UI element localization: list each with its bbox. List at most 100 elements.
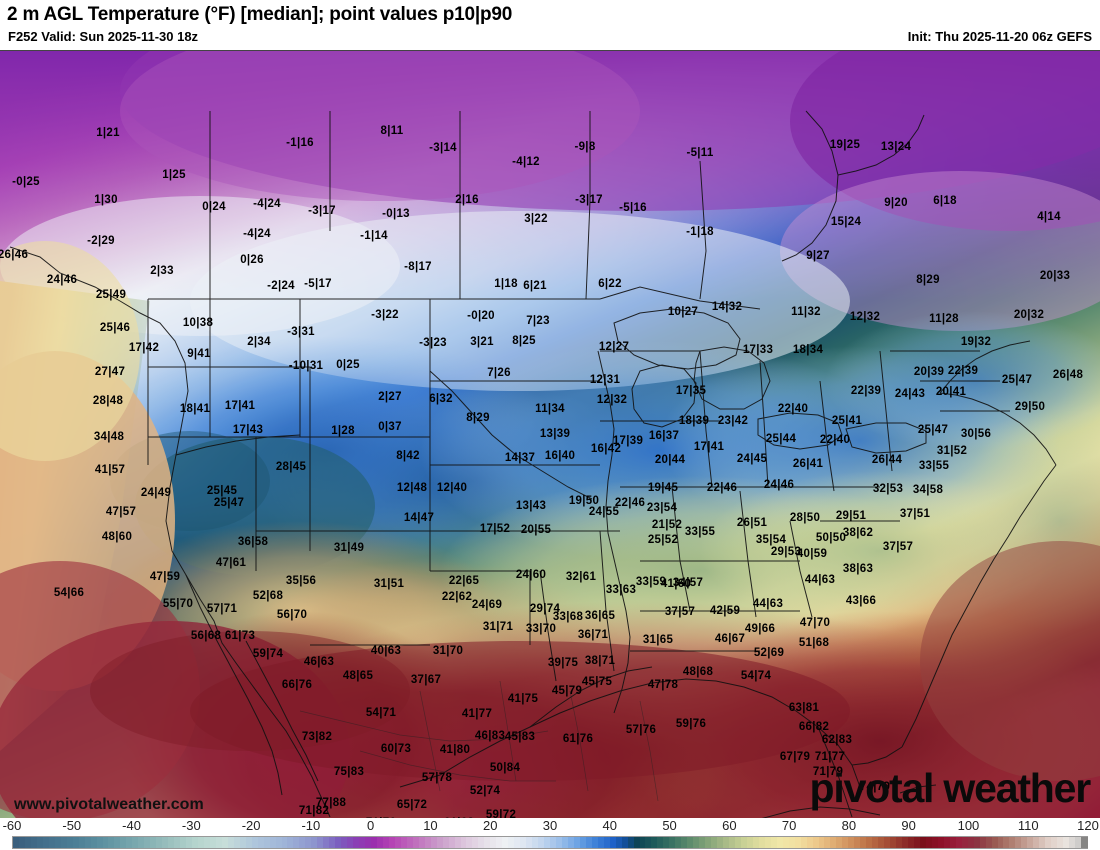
temperature-field	[0, 51, 1100, 818]
colorbar-segment	[1081, 837, 1088, 848]
colorbar-segment	[192, 837, 199, 848]
colorbar-segment	[215, 837, 223, 848]
colorbar-segment	[919, 837, 927, 848]
colorbar-segment	[567, 837, 575, 848]
colorbar-segment	[645, 837, 653, 848]
colorbar-segment	[1015, 837, 1022, 848]
colorbar-segment	[508, 837, 515, 848]
colorbar-segment	[335, 837, 342, 848]
colorbar-segment	[394, 837, 402, 848]
colorbar-segment	[1039, 837, 1046, 848]
colorbar-segment	[1003, 837, 1011, 848]
colorbar-segment	[162, 837, 169, 848]
colorbar-segment	[699, 837, 706, 848]
colorbar-tick: 120	[1077, 818, 1099, 833]
site-url-watermark: www.pivotalweather.com	[14, 796, 204, 813]
colorbar-segment	[997, 837, 1005, 848]
colorbar-segment	[466, 837, 474, 848]
colorbar-segment	[120, 837, 127, 848]
colorbar-segment	[734, 837, 742, 848]
brand-watermark: pivotal weather	[809, 765, 1092, 811]
colorbar-segment	[782, 837, 790, 848]
colorbar-tick: 60	[722, 818, 737, 833]
colorbar-segment	[627, 837, 635, 848]
colorbar-segment	[770, 837, 778, 848]
colorbar-segment	[138, 837, 145, 848]
colorbar-segment	[36, 837, 44, 848]
colorbar-segment	[197, 837, 205, 848]
colorbar-segment	[657, 837, 664, 848]
colorbar-segment	[579, 837, 587, 848]
colorbar-tick: -20	[241, 818, 261, 833]
colorbar-segment	[203, 837, 211, 848]
colorbar-segment	[848, 837, 855, 848]
colorbar-tick: 70	[781, 818, 797, 833]
colorbar-segment	[221, 837, 229, 848]
colorbar-segment	[48, 837, 56, 848]
colorbar-segment	[943, 837, 951, 848]
colorbar-segment	[878, 837, 885, 848]
political-boundaries	[9, 110, 1057, 818]
colorbar-segment	[424, 837, 432, 848]
colorbar-segment	[186, 837, 193, 848]
colorbar-segment	[376, 837, 384, 848]
colorbar-segment	[371, 837, 378, 848]
colorbar-segment	[84, 837, 92, 848]
colorbar-segment	[454, 837, 462, 848]
colorbar-segment	[705, 837, 712, 848]
colorbar-segment	[573, 837, 581, 848]
colorbar-segment	[949, 837, 957, 848]
colorbar-segment	[788, 837, 796, 848]
colorbar-segment	[66, 837, 74, 848]
colorbar-tick: 10	[423, 818, 438, 833]
colorbar-segment	[382, 837, 390, 848]
colorbar-segment	[890, 837, 897, 848]
colorbar-segment	[388, 837, 396, 848]
colorbar-segment	[1033, 837, 1040, 848]
colorbar-segment	[436, 837, 444, 848]
map-viewport[interactable]: 1|21 -1|16 8|11 -3|14 -4|12 -9|8 -5|11 19|25 13|…	[0, 50, 1100, 818]
colorbar-segment	[502, 837, 509, 848]
colorbar-segment	[979, 837, 987, 848]
colorbar-segment	[764, 837, 772, 848]
colorbar-segment	[132, 837, 139, 848]
colorbar-segment	[448, 837, 456, 848]
colorbar-gradient[interactable]	[12, 836, 1088, 849]
colorbar-segment	[287, 837, 295, 848]
colorbar-segment	[484, 837, 491, 848]
colorbar-segment	[317, 837, 324, 848]
colorbar-segment	[24, 837, 32, 848]
colorbar-segment	[1045, 837, 1052, 848]
colorbar-tick: 0	[367, 818, 375, 833]
colorbar-segment	[54, 837, 62, 848]
colorbar-segment	[293, 837, 301, 848]
colorbar-segment	[496, 837, 503, 848]
colorbar-segment	[806, 837, 814, 848]
colorbar-segment	[884, 837, 891, 848]
colorbar-segment	[275, 837, 283, 848]
colorbar-segment	[180, 837, 187, 848]
colorbar-segment	[400, 837, 408, 848]
colorbar-segment	[209, 837, 217, 848]
colorbar-segment	[126, 837, 133, 848]
colorbar-segment	[937, 837, 945, 848]
colorbar-tick: -30	[181, 818, 201, 833]
colorbar-segment	[908, 837, 915, 848]
colorbar-segment	[311, 837, 318, 848]
colorbar-segment	[836, 837, 843, 848]
colorbar-segment	[227, 837, 235, 848]
colorbar-segment	[991, 837, 999, 848]
colorbar-segment	[729, 837, 736, 848]
colorbar-segment	[603, 837, 611, 848]
colorbar-segment	[144, 837, 151, 848]
colorbar-segment	[1051, 837, 1058, 848]
colorbar-segment	[520, 837, 527, 848]
colorbar-segment	[263, 837, 271, 848]
colorbar-tick: 30	[542, 818, 558, 833]
colorbar-segment	[1009, 837, 1017, 848]
colorbar-segment	[305, 837, 312, 848]
colorbar-segment	[812, 837, 820, 848]
colorbar-segment	[896, 837, 903, 848]
colorbar-segment	[156, 837, 163, 848]
colorbar-segment	[711, 837, 718, 848]
